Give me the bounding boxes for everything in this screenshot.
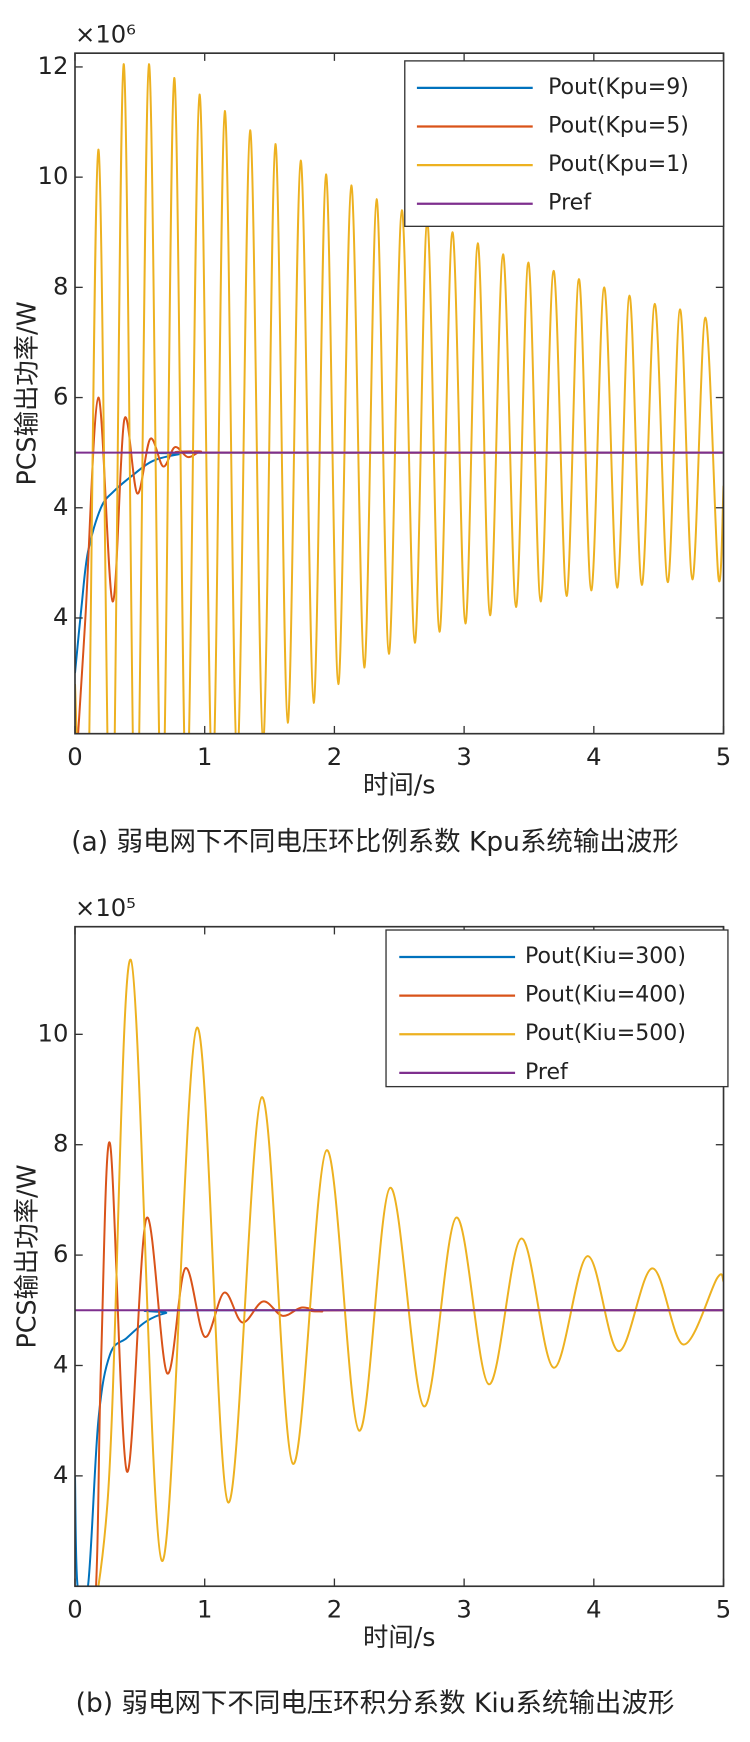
y-axis-label: PCS输出功率/W bbox=[12, 1164, 42, 1348]
legend-label: Pout(Kiu=400) bbox=[525, 983, 686, 1008]
y-tick-label: 4 bbox=[53, 602, 68, 631]
y-tick-label: 6 bbox=[53, 382, 68, 411]
y-tick-label: 8 bbox=[53, 271, 68, 300]
y-tick-label: 4 bbox=[53, 492, 68, 521]
line-series bbox=[75, 451, 724, 674]
x-axis-label: 时间/s bbox=[363, 770, 435, 800]
x-tick-label: 5 bbox=[716, 1595, 731, 1624]
plot-lines bbox=[75, 958, 724, 1587]
plot-frame bbox=[74, 925, 725, 1588]
y-tick-label: 6 bbox=[53, 1239, 68, 1268]
legend-label: Pref bbox=[525, 1060, 569, 1085]
y-tick-label: 4 bbox=[53, 1460, 68, 1489]
legend-label: Pout(Kpu=1) bbox=[548, 152, 689, 177]
x-tick-label: 4 bbox=[586, 1595, 601, 1624]
x-tick-label: 5 bbox=[716, 742, 731, 771]
figure-caption: (a) 弱电网下不同电压环比例系数 Kpu系统输出波形 bbox=[71, 826, 679, 857]
y-tick-label: 10 bbox=[38, 1018, 69, 1047]
axis-multiplier: ×10⁶ bbox=[75, 20, 136, 49]
axis-multiplier: ×10⁵ bbox=[75, 893, 136, 922]
legend-label: Pout(Kiu=500) bbox=[525, 1021, 686, 1046]
figure-caption: (b) 弱电网下不同电压环积分系数 Kiu系统输出波形 bbox=[76, 1688, 675, 1719]
x-tick-label: 1 bbox=[197, 742, 212, 771]
y-axis-label: PCS输出功率/W bbox=[12, 301, 42, 485]
legend-label: Pout(Kpu=9) bbox=[548, 75, 689, 100]
x-tick-label: 0 bbox=[67, 1595, 82, 1624]
y-tick-label: 10 bbox=[38, 161, 69, 190]
x-tick-label: 4 bbox=[586, 742, 601, 771]
legend-label: Pout(Kiu=300) bbox=[525, 944, 686, 969]
x-tick-label: 0 bbox=[67, 742, 82, 771]
line-series bbox=[97, 958, 724, 1587]
line-series bbox=[75, 63, 724, 734]
y-tick-label: 4 bbox=[53, 1349, 68, 1378]
x-tick-label: 2 bbox=[327, 1595, 342, 1624]
x-tick-label: 1 bbox=[197, 1595, 212, 1624]
legend-label: Pout(Kpu=5) bbox=[548, 114, 689, 139]
x-axis-label: 时间/s bbox=[363, 1622, 435, 1652]
x-tick-label: 2 bbox=[327, 742, 342, 771]
plot-frame bbox=[74, 52, 725, 735]
x-tick-label: 3 bbox=[456, 1595, 471, 1624]
legend-label: Pref bbox=[548, 191, 592, 216]
plot-lines bbox=[75, 63, 724, 734]
y-tick-label: 12 bbox=[38, 51, 69, 80]
x-tick-label: 3 bbox=[456, 742, 471, 771]
y-tick-label: 8 bbox=[53, 1129, 68, 1158]
